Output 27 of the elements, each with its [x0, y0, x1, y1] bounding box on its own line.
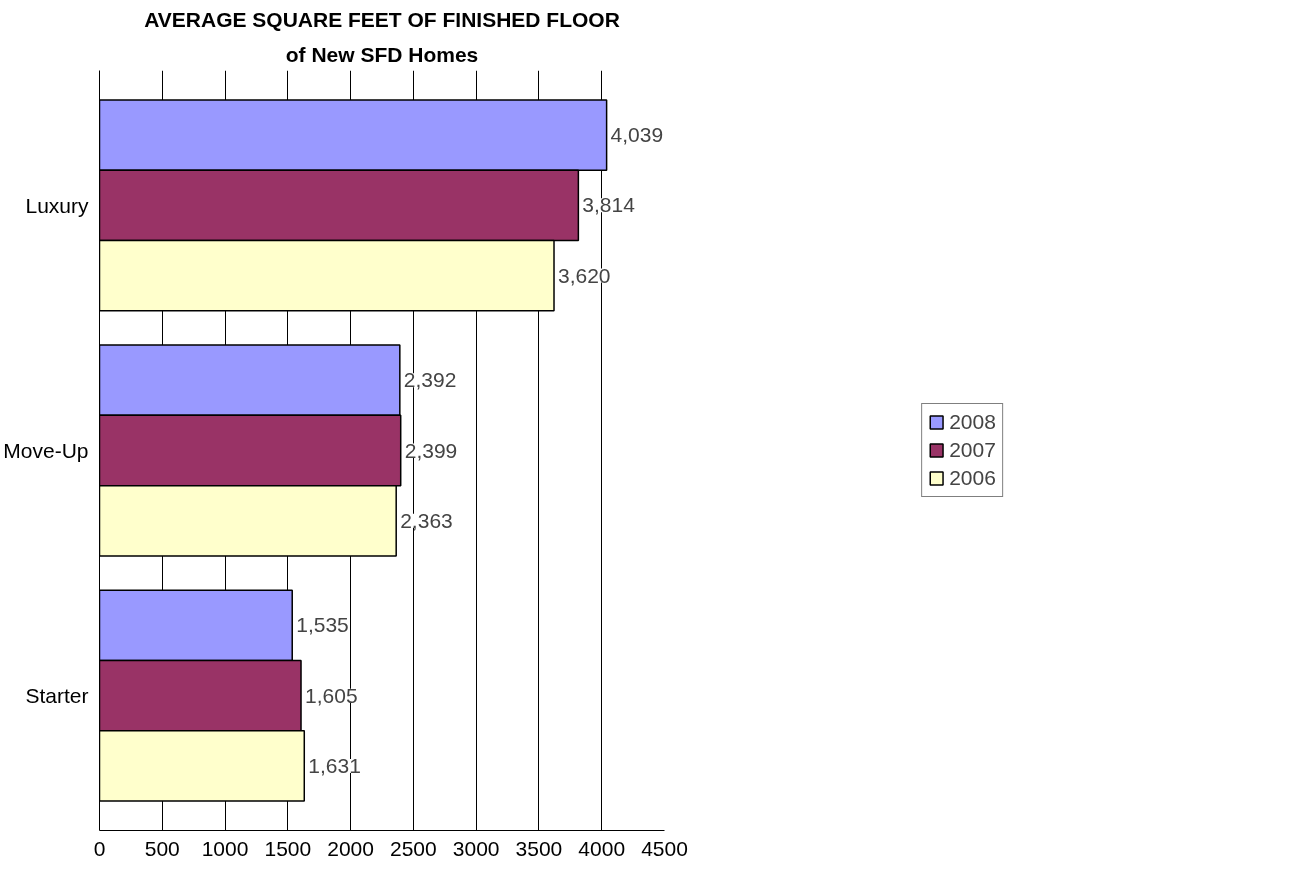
legend-label: 2007	[949, 438, 996, 462]
chart-title: AVERAGE SQUARE FEET OF FINISHED FLOOR	[144, 7, 620, 31]
data-label: 2,392	[403, 368, 457, 392]
data-label: 2,363	[400, 508, 453, 532]
data-label: 1,605	[305, 683, 358, 707]
y-tick-label: Move-Up	[3, 439, 89, 462]
chart-subtitle: of New SFD Homes	[285, 42, 479, 66]
data-label: 3,620	[558, 263, 611, 287]
x-tick-label: 1000	[201, 836, 249, 860]
data-label: 4,039	[610, 123, 664, 147]
x-tick-label: 500	[144, 836, 180, 860]
data-label: 3,814	[582, 193, 636, 217]
legend-label: 2008	[949, 410, 996, 434]
x-tick-label: 2500	[390, 836, 437, 860]
data-label: 2,399	[404, 438, 458, 462]
x-tick-label: 4500	[641, 836, 688, 860]
x-tick-label: 3000	[452, 836, 500, 860]
x-tick-label: 2000	[327, 836, 374, 860]
x-tick-label: 4000	[578, 836, 626, 860]
y-tick-label: Luxury	[25, 193, 89, 217]
legend-label: 2006	[949, 466, 996, 490]
x-tick-label: 0	[93, 836, 106, 860]
x-tick-label: 1500	[264, 836, 312, 860]
y-tick-label: Starter	[25, 684, 89, 708]
x-tick-label: 3500	[515, 836, 563, 860]
data-label: 1,631	[308, 753, 361, 777]
data-label: 1,535	[296, 613, 349, 637]
